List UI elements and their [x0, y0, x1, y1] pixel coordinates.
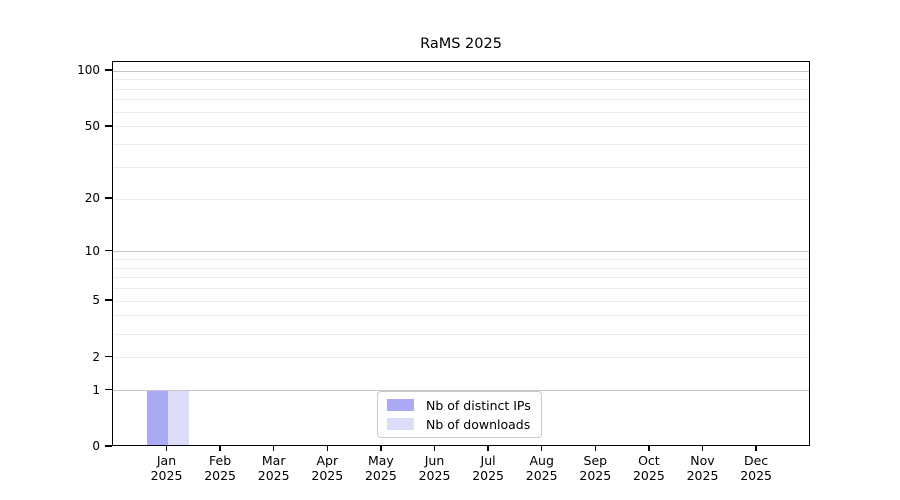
x-tick-label: Jul 2025: [448, 453, 528, 483]
x-tick: [755, 446, 757, 451]
minor-gridline: [113, 126, 809, 128]
minor-gridline: [113, 258, 809, 260]
x-tick-label: Nov 2025: [663, 453, 743, 483]
x-tick: [165, 446, 168, 451]
x-label-month: Apr: [316, 453, 339, 468]
legend-swatch-downloads: [387, 418, 414, 430]
y-tick-label: 0: [92, 439, 100, 453]
x-label-year: 2025: [204, 468, 236, 483]
x-label-year: 2025: [740, 468, 772, 483]
x-tick: [219, 446, 221, 451]
major-gridline: [113, 70, 809, 72]
x-tick: [487, 446, 489, 451]
minor-gridline: [113, 99, 809, 101]
x-tick-label: Jan 2025: [127, 453, 207, 483]
x-label-month: Mar: [261, 453, 286, 468]
x-tick-label: Sep 2025: [555, 453, 635, 483]
plot-area: [112, 61, 810, 446]
x-label-month: Jul: [480, 453, 496, 468]
legend-item-distinct-ips: Nb of distinct IPs: [387, 397, 531, 413]
minor-gridline: [113, 88, 809, 90]
x-label-year: 2025: [472, 468, 504, 483]
y-tick-label: 5: [92, 293, 100, 308]
x-label-year: 2025: [632, 468, 665, 483]
x-label-month: Oct: [638, 453, 660, 468]
bar-nb-of-downloads-jan: [167, 390, 189, 446]
legend-item-downloads: Nb of downloads: [387, 416, 531, 432]
y-tick-label: 10: [84, 243, 100, 258]
x-tick: [433, 446, 436, 451]
x-label-year: 2025: [686, 468, 719, 483]
minor-gridline: [113, 79, 809, 81]
minor-gridline: [113, 315, 809, 317]
minor-gridline: [113, 166, 809, 168]
x-label-month: Sep: [583, 453, 608, 468]
y-tick: [105, 197, 112, 199]
minor-gridline: [113, 267, 809, 269]
x-label-year: 2025: [525, 468, 558, 483]
x-tick-label: Feb 2025: [180, 453, 260, 483]
x-tick-label: Aug 2025: [502, 453, 582, 483]
x-tick-label: Mar 2025: [234, 453, 314, 483]
x-tick: [701, 446, 704, 451]
y-tick: [105, 355, 112, 358]
minor-gridline: [113, 144, 809, 146]
minor-gridline: [113, 111, 809, 113]
y-tick: [105, 249, 112, 252]
x-tick-label: Oct 2025: [609, 453, 689, 483]
y-tick-label: 100: [77, 63, 100, 78]
legend: Nb of distinct IPs Nb of downloads: [377, 391, 542, 438]
y-tick: [105, 125, 112, 127]
y-tick-label: 1: [92, 382, 100, 397]
legend-label-downloads: Nb of downloads: [426, 416, 531, 432]
y-tick-label: 50: [84, 118, 100, 133]
x-tick-label: Jun 2025: [395, 453, 475, 483]
minor-gridline: [113, 277, 809, 279]
x-tick: [540, 446, 543, 451]
minor-gridline: [113, 198, 809, 200]
minor-gridline: [113, 300, 809, 302]
x-label-year: 2025: [311, 468, 344, 483]
chart-title: RaMS 2025: [420, 36, 502, 52]
x-tick: [648, 446, 650, 451]
minor-gridline: [113, 288, 809, 290]
legend-swatch-distinct-ips: [387, 399, 414, 411]
y-tick-label: 20: [84, 191, 100, 206]
x-tick-label: Dec 2025: [716, 453, 796, 483]
y-tick: [105, 445, 112, 447]
x-label-year: 2025: [257, 468, 290, 483]
x-label-year: 2025: [364, 468, 397, 483]
minor-gridline: [113, 357, 809, 359]
x-tick-label: Apr 2025: [287, 453, 367, 483]
bar-nb-of-distinct-ips-jan: [146, 390, 168, 446]
x-label-year: 2025: [150, 468, 183, 483]
x-label-month: Nov: [690, 453, 715, 468]
y-tick: [105, 299, 112, 301]
x-label-year: 2025: [418, 468, 451, 483]
minor-gridline: [113, 333, 809, 335]
x-tick: [272, 446, 275, 451]
x-tick: [380, 446, 382, 451]
x-label-month: May: [367, 453, 394, 468]
y-tick: [105, 388, 112, 391]
x-label-month: Aug: [529, 453, 554, 468]
legend-label-distinct-ips: Nb of distinct IPs: [426, 397, 531, 413]
y-tick-label: 2: [92, 349, 100, 364]
x-label-month: Feb: [209, 453, 232, 468]
x-label-year: 2025: [579, 468, 612, 483]
major-gridline: [113, 251, 809, 253]
x-label-month: Jun: [424, 453, 445, 468]
y-tick: [105, 69, 112, 71]
major-gridline: [113, 390, 809, 392]
x-tick-label: May 2025: [341, 453, 421, 483]
x-label-month: Dec: [743, 453, 769, 468]
x-label-month: Jan: [156, 453, 177, 468]
x-tick: [326, 446, 329, 451]
x-tick: [594, 446, 597, 451]
